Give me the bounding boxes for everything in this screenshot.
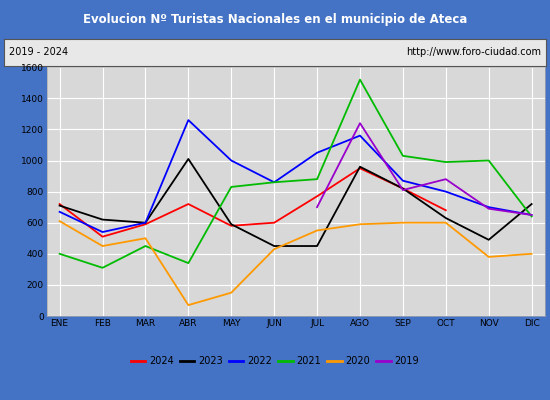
Text: 2019 - 2024: 2019 - 2024: [9, 47, 68, 57]
Text: Evolucion Nº Turistas Nacionales en el municipio de Ateca: Evolucion Nº Turistas Nacionales en el m…: [83, 12, 467, 26]
Legend: 2024, 2023, 2022, 2021, 2020, 2019: 2024, 2023, 2022, 2021, 2020, 2019: [128, 353, 422, 369]
Text: http://www.foro-ciudad.com: http://www.foro-ciudad.com: [406, 47, 541, 57]
